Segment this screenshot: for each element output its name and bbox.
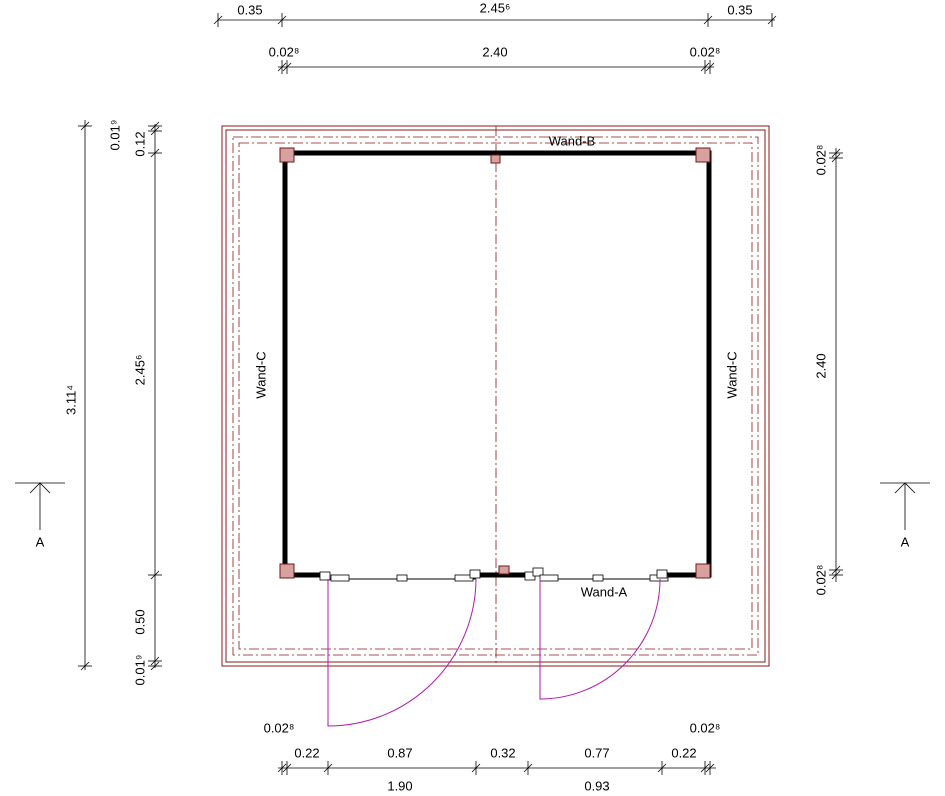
dim-label: 0.35	[237, 2, 262, 17]
dim-label: 0.02⁸	[813, 145, 828, 176]
section-label: A	[901, 534, 910, 549]
roof-line	[232, 136, 759, 656]
section-mark	[15, 482, 930, 530]
dim-label: 0.35	[727, 2, 752, 17]
dim-label: 0.02⁸	[269, 44, 300, 59]
dim-label: 0.01⁹	[107, 120, 122, 151]
roof-outline	[225, 129, 766, 663]
roof-outline	[221, 125, 770, 667]
dim-label: 0.01⁹	[132, 655, 147, 686]
dim-label: 2.40	[813, 353, 828, 378]
section-label: A	[36, 534, 45, 549]
roof-line	[238, 142, 753, 650]
dim-label: 0.22	[294, 745, 319, 760]
dim-label: 0.12	[132, 131, 147, 156]
wall-label: Wand-C	[253, 351, 268, 398]
dim-label: 0.77	[584, 745, 609, 760]
dim-label: 2.45⁶	[480, 0, 511, 15]
dim-label: 0.50	[132, 609, 147, 634]
wall-label: Wand-C	[724, 351, 739, 398]
dim-label: 0.02⁸	[690, 720, 721, 735]
dim-label: 0.22	[671, 745, 696, 760]
dim-label: 0.02⁸	[813, 565, 828, 596]
dim-label: 3.11⁴	[63, 385, 78, 415]
dim-label: 2.40	[482, 44, 507, 59]
wall-label: Wand-B	[549, 133, 595, 148]
dim-label: 0.93	[584, 778, 609, 793]
dim-label: 1.90	[387, 778, 412, 793]
window-symbols	[319, 567, 669, 582]
door-swing	[327, 578, 477, 727]
dimension-lines	[78, 13, 843, 775]
door-swing	[539, 578, 661, 700]
wall	[282, 150, 712, 578]
dim-label: 0.02⁸	[264, 720, 295, 735]
wall-label: Wand-A	[581, 584, 628, 599]
dim-label: 2.45⁶	[132, 355, 147, 386]
dim-label: 0.32	[490, 745, 515, 760]
dim-label: 0.02⁸	[690, 44, 721, 59]
dim-label: 0.87	[387, 745, 412, 760]
posts	[279, 147, 711, 579]
